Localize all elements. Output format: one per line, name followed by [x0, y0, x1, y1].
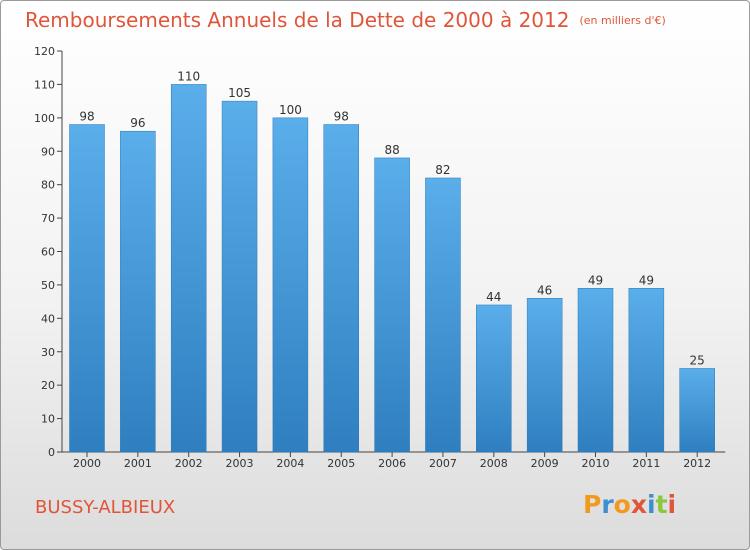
- data-labels: 98 96 110 105 100 98 88 82 44 46 49 49 25: [79, 69, 704, 367]
- bar: [170, 84, 207, 453]
- y-tick-label: 30: [41, 346, 55, 359]
- bar: [425, 177, 461, 453]
- x-tick-label: 2003: [226, 457, 254, 470]
- y-tick-label: 100: [34, 112, 55, 125]
- bar: [577, 288, 614, 453]
- bar-value-label: 98: [334, 110, 349, 124]
- logo-letter: x: [630, 490, 647, 519]
- y-tick-label: 80: [41, 179, 55, 192]
- y-tick-label: 10: [41, 413, 55, 426]
- logo-letter: i: [647, 490, 656, 519]
- bar: [69, 124, 105, 453]
- bar-value-label: 100: [279, 103, 302, 117]
- y-tick-label: 0: [48, 446, 55, 459]
- bar-value-label: 46: [537, 283, 552, 297]
- bar-value-label: 82: [435, 163, 450, 177]
- proxiti-logo: Proxiti: [583, 490, 676, 519]
- chart-title: Remboursements Annuels de la Dette de 20…: [25, 8, 570, 32]
- x-tick-label: 2011: [632, 457, 660, 470]
- y-tick-label: 120: [34, 45, 55, 58]
- y-tick-label: 20: [41, 379, 55, 392]
- x-tick-label: 2001: [124, 457, 152, 470]
- bar: [221, 100, 258, 453]
- x-tick-label: 2012: [683, 457, 711, 470]
- x-tick-label: 2004: [276, 457, 304, 470]
- x-tick-label: 2009: [531, 457, 559, 470]
- logo-letter: i: [667, 490, 677, 519]
- bar: [272, 117, 309, 453]
- bar: [628, 288, 665, 453]
- bar-value-label: 25: [690, 353, 705, 367]
- bar-value-label: 44: [486, 290, 501, 304]
- logo-letter: o: [613, 490, 631, 519]
- y-tick-label: 110: [34, 78, 55, 91]
- bar-value-label: 98: [79, 110, 94, 124]
- y-tick-label: 50: [41, 279, 55, 292]
- bar-value-label: 49: [588, 273, 603, 287]
- y-axis: 0 10 20 30 40 50 60 70 80 90 100 110 120: [34, 45, 63, 459]
- bar: [526, 298, 563, 453]
- x-axis: 2000 2001 2002 2003 2004 2005 2006 2007 2008 2009…: [62, 451, 726, 470]
- bar-value-label: 105: [228, 86, 251, 100]
- bar: [323, 124, 359, 453]
- bars: [69, 84, 715, 453]
- title-line: Remboursements Annuels de la Dette de 20…: [25, 8, 666, 32]
- x-tick-label: 2002: [175, 457, 203, 470]
- y-tick-label: 70: [41, 212, 55, 225]
- bar: [374, 157, 410, 453]
- bar-value-label: 88: [384, 143, 399, 157]
- logo-letter: P: [583, 490, 602, 519]
- x-tick-label: 2000: [73, 457, 101, 470]
- y-tick-label: 60: [41, 246, 55, 259]
- bar: [679, 368, 715, 453]
- bar-value-label: 96: [130, 116, 145, 130]
- x-tick-label: 2007: [429, 457, 457, 470]
- x-tick-label: 2005: [327, 457, 355, 470]
- x-tick-label: 2010: [582, 457, 610, 470]
- bar-value-label: 49: [639, 273, 654, 287]
- commune-name: BUSSY-ALBIEUX: [35, 497, 176, 518]
- chart-subtitle: (en milliers d'€): [579, 14, 666, 27]
- logo-letter: r: [601, 490, 614, 519]
- logo-letter: t: [655, 490, 668, 519]
- bar: [476, 304, 512, 453]
- x-tick-label: 2006: [378, 457, 406, 470]
- y-tick-label: 90: [41, 145, 55, 158]
- bar: [120, 130, 156, 453]
- bar-value-label: 110: [177, 69, 200, 83]
- y-tick-label: 40: [41, 312, 55, 325]
- x-tick-label: 2008: [480, 457, 508, 470]
